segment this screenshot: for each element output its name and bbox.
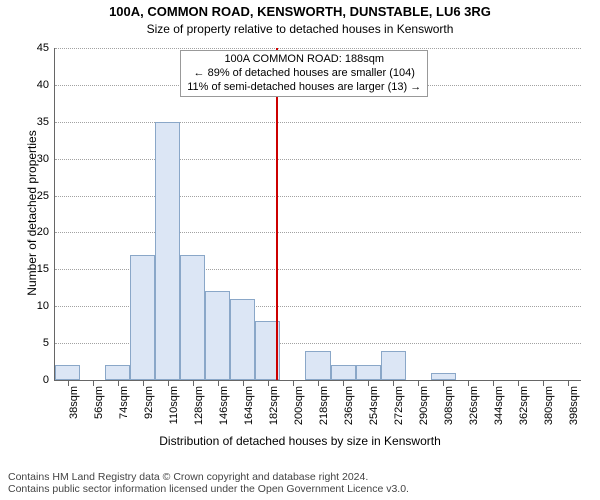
x-tick-label: 326sqm: [468, 386, 480, 425]
x-tick-label: 200sqm: [293, 386, 305, 425]
histogram-bar: [356, 365, 381, 380]
gridline: [55, 159, 581, 160]
annotation-box: 100A COMMON ROAD: 188sqm ← 89% of detach…: [180, 50, 428, 97]
histogram-bar: [431, 373, 456, 380]
histogram-bar: [305, 351, 330, 381]
x-tick-label: 380sqm: [543, 386, 555, 425]
x-tick-label: 218sqm: [318, 386, 330, 425]
gridline: [55, 48, 581, 49]
plot-area: 05101520253035404538sqm56sqm74sqm92sqm11…: [54, 48, 581, 381]
chart-subtitle: Size of property relative to detached ho…: [0, 22, 600, 36]
footer-line1: Contains HM Land Registry data © Crown c…: [8, 471, 409, 484]
histogram-bar: [230, 299, 255, 380]
x-tick-label: 38sqm: [68, 386, 80, 419]
histogram-bar: [105, 365, 130, 380]
x-tick-label: 344sqm: [493, 386, 505, 425]
histogram-bar: [180, 255, 205, 380]
chart-title: 100A, COMMON ROAD, KENSWORTH, DUNSTABLE,…: [0, 4, 600, 19]
footer: Contains HM Land Registry data © Crown c…: [8, 471, 409, 496]
annotation-line3: 11% of semi-detached houses are larger (…: [187, 81, 421, 95]
annotation-line1: 100A COMMON ROAD: 188sqm: [187, 53, 421, 67]
x-tick-label: 146sqm: [218, 386, 230, 425]
histogram-bar: [331, 365, 356, 380]
chart-container: { "chart": { "type": "histogram", "title…: [0, 0, 600, 500]
x-tick-label: 164sqm: [243, 386, 255, 425]
x-tick-label: 92sqm: [143, 386, 155, 419]
y-tick-label: 5: [43, 337, 49, 349]
histogram-bar: [55, 365, 80, 380]
gridline: [55, 122, 581, 123]
footer-line2: Contains public sector information licen…: [8, 483, 409, 496]
y-tick-label: 40: [37, 79, 49, 91]
x-tick-label: 56sqm: [93, 386, 105, 419]
x-tick-label: 290sqm: [418, 386, 430, 425]
x-tick-label: 110sqm: [168, 386, 180, 424]
x-tick-label: 74sqm: [118, 386, 130, 419]
x-tick-label: 398sqm: [568, 386, 580, 425]
x-tick-label: 308sqm: [443, 386, 455, 425]
x-tick-label: 128sqm: [193, 386, 205, 425]
histogram-bar: [205, 291, 230, 380]
y-axis-label: Number of detached properties: [25, 113, 39, 313]
y-tick-label: 0: [43, 374, 49, 386]
annotation-line2: ← 89% of detached houses are smaller (10…: [187, 67, 421, 81]
x-axis-label: Distribution of detached houses by size …: [0, 434, 600, 448]
x-tick-label: 254sqm: [368, 386, 380, 425]
histogram-bar: [155, 122, 180, 380]
y-tick-label: 45: [37, 42, 49, 54]
histogram-bar: [381, 351, 406, 381]
reference-line: [276, 48, 278, 380]
gridline: [55, 232, 581, 233]
histogram-bar: [130, 255, 155, 380]
gridline: [55, 196, 581, 197]
x-tick-label: 362sqm: [518, 386, 530, 425]
x-tick-label: 182sqm: [268, 386, 280, 425]
x-tick-label: 236sqm: [343, 386, 355, 425]
x-tick-label: 272sqm: [393, 386, 405, 425]
